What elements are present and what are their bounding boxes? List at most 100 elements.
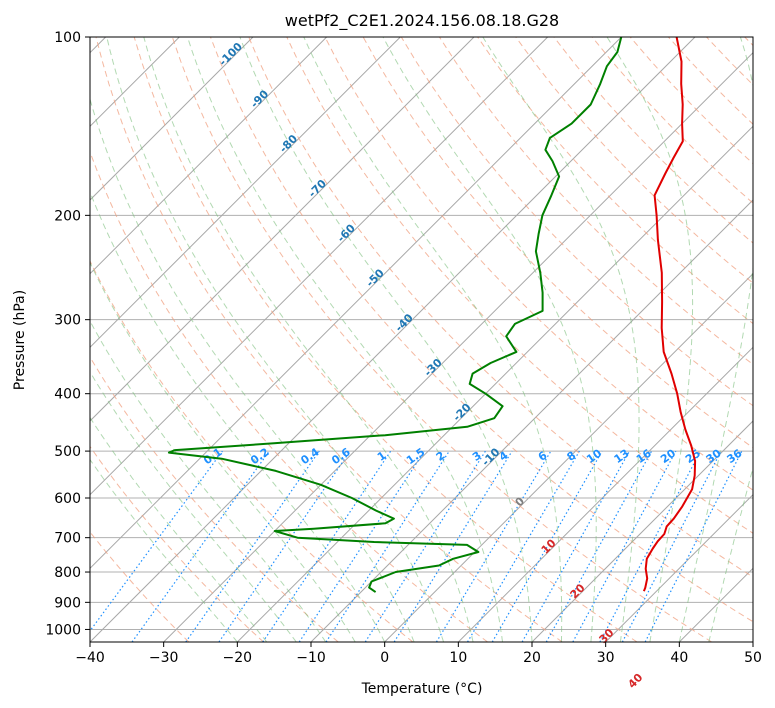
dry-adiabat-line — [171, 37, 712, 642]
isotherm-line — [90, 37, 401, 349]
x-tick-label: −20 — [223, 650, 253, 666]
dry-adiabat-line — [90, 356, 339, 642]
dry-adiabat-line — [553, 37, 753, 244]
mixing-ratio-line — [599, 450, 702, 642]
moist-adiabat-line — [143, 37, 474, 642]
x-tick-label: 10 — [449, 650, 467, 666]
dry-adiabat-line — [90, 259, 414, 642]
dry-adiabat-label: 40 — [625, 671, 645, 691]
y-axis: 1000 900 800 700 600 500 400 300 200 100 — [45, 30, 90, 638]
dry-adiabat-line — [744, 37, 753, 47]
moist-adiabat-line — [708, 465, 753, 642]
dry-adiabat-label: 20 — [568, 581, 588, 601]
dry-adiabat-line — [324, 37, 753, 491]
moist-adiabat-line — [678, 37, 753, 642]
dry-adiabat-line — [248, 37, 753, 578]
dry-adiabat-label: -60 — [335, 221, 358, 244]
x-tick-label: 20 — [523, 650, 541, 666]
x-tick-label: −40 — [75, 650, 105, 666]
isotherm-line — [752, 641, 753, 642]
mixing-ratio-line — [218, 450, 351, 642]
y-tick-label: 300 — [54, 313, 81, 329]
isotherm-line — [531, 420, 753, 642]
dewpoint-profile — [167, 37, 623, 593]
mixing-ratio-line — [325, 450, 450, 642]
mixing-ratio-line — [572, 450, 677, 642]
dry-adiabat-line — [438, 37, 753, 366]
mixing-ratio-line — [435, 450, 552, 642]
mixing-ratio-line — [466, 450, 580, 642]
dry-adiabat-label: 30 — [597, 626, 617, 646]
moist-adiabat-line — [90, 416, 268, 642]
dry-adiabat-line — [95, 37, 563, 642]
y-tick-label: 900 — [54, 595, 81, 611]
x-tick-label: 30 — [597, 650, 615, 666]
mixing-ratio-line — [521, 450, 631, 642]
dry-adiabat-line — [515, 37, 753, 284]
moist-adiabat-line — [90, 261, 356, 642]
mixing-ratio-line — [298, 450, 425, 642]
x-axis: −40 −30 −20 −10 0 10 20 30 40 50 — [75, 642, 762, 666]
isotherm-line — [90, 37, 254, 201]
y-tick-label: 400 — [54, 387, 81, 403]
moist-adiabat-line — [90, 190, 386, 642]
y-tick-label: 600 — [54, 491, 81, 507]
x-tick-label: −30 — [149, 650, 179, 666]
mixing-ratio-line — [364, 450, 486, 642]
isotherm-line — [90, 37, 696, 642]
mixing-ratio-line — [262, 450, 392, 642]
dry-adiabat-line — [90, 445, 264, 642]
moist-adiabat-line — [106, 37, 445, 642]
x-tick-label: −10 — [296, 650, 326, 666]
isotherm-line — [90, 37, 622, 570]
dry-adiabat-line — [133, 37, 638, 642]
moist-adiabat-line — [606, 37, 694, 642]
dry-adiabat-label: -50 — [364, 266, 387, 289]
y-tick-label: 100 — [54, 30, 81, 46]
dry-adiabat-line — [591, 37, 753, 204]
moist-adiabat-line — [239, 37, 533, 642]
mixing-ratio-line — [90, 450, 223, 632]
y-tick-label: 800 — [54, 565, 81, 581]
isotherm-line — [384, 272, 753, 642]
mixing-ratio-line — [185, 450, 320, 642]
mixing-ratio-label: 10 — [584, 446, 604, 466]
isotherm-line — [90, 37, 549, 496]
mixing-ratio-label: 0.4 — [298, 445, 322, 467]
dry-adiabat-line — [668, 37, 753, 125]
isotherm-line — [236, 125, 753, 642]
y-tick-label: 1000 — [45, 622, 81, 638]
dry-adiabat-label: -10 — [479, 445, 502, 468]
y-axis-label: Pressure (hPa) — [12, 290, 28, 390]
y-tick-label: 200 — [54, 208, 81, 224]
isotherm-line — [90, 37, 475, 422]
dry-adiabat-line — [286, 37, 753, 534]
dry-adiabat-label: -80 — [277, 132, 300, 155]
mixing-ratio-line — [545, 450, 653, 642]
moist-adiabat-line — [90, 370, 297, 642]
isotherm-line — [457, 346, 753, 642]
mixing-ratio-line — [393, 450, 513, 642]
x-tick-label: 40 — [670, 650, 688, 666]
mixing-ratio-label: 1.5 — [404, 445, 427, 467]
y-tick-label: 500 — [54, 444, 81, 460]
dry-adiabat-label: -20 — [450, 401, 473, 424]
dry-adiabat-label: -30 — [422, 356, 445, 379]
moist-adiabat-line — [187, 37, 503, 642]
chart-title: wetPf2_C2E1.2024.156.08.18.G28 — [285, 11, 559, 31]
dry-adiabat-line — [210, 37, 753, 623]
isotherm-line — [163, 51, 753, 642]
isotherm-line — [90, 37, 328, 275]
mixing-ratio-label: 30 — [704, 446, 724, 466]
y-tick-label: 700 — [54, 531, 81, 547]
dry-adiabat-label: -100 — [216, 40, 245, 69]
dry-adiabat-label: 10 — [539, 536, 559, 556]
plot-frame — [89, 36, 754, 643]
background-lines — [90, 37, 753, 642]
isotherm-line — [678, 567, 753, 642]
dry-adiabat-line — [90, 531, 190, 642]
dry-adiabat-label: -70 — [306, 177, 329, 200]
sounding-profiles — [167, 37, 697, 593]
dry-adiabat-line — [90, 150, 488, 642]
